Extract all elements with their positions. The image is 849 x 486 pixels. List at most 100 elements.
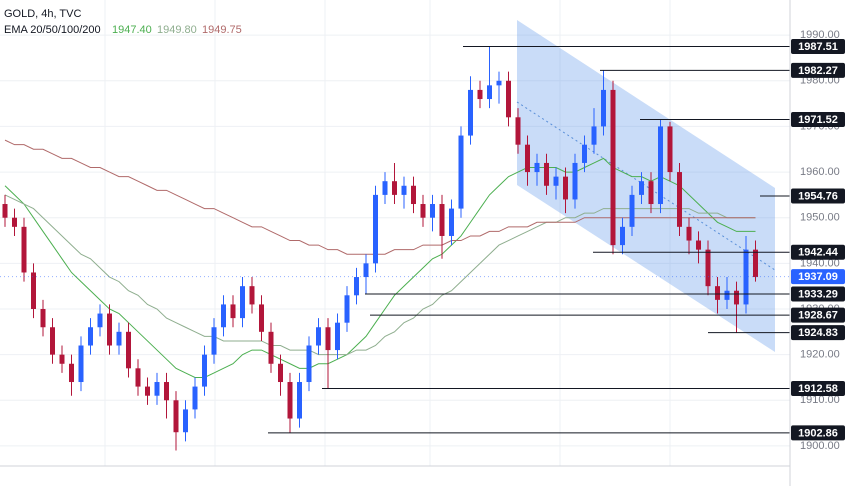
candle-body bbox=[667, 126, 673, 173]
candle-body bbox=[268, 331, 274, 364]
candle-body bbox=[107, 313, 112, 346]
candle-body bbox=[696, 240, 701, 250]
candle-body bbox=[173, 400, 179, 433]
candle-body bbox=[458, 135, 464, 209]
candle-body bbox=[582, 144, 587, 163]
candle-body bbox=[544, 162, 549, 186]
candle-body bbox=[59, 354, 65, 364]
candle-body bbox=[325, 327, 331, 351]
level-label: 1942.44 bbox=[798, 247, 839, 259]
candle-body bbox=[183, 409, 188, 433]
candle-body bbox=[31, 272, 36, 309]
candle-body bbox=[392, 181, 397, 195]
candle-body bbox=[278, 363, 283, 383]
candle-body bbox=[316, 327, 321, 346]
candle-body bbox=[230, 304, 236, 319]
candle-body bbox=[88, 327, 93, 346]
candle-body bbox=[154, 382, 160, 396]
last-price-label: 1937.09 bbox=[798, 271, 838, 283]
candle-body bbox=[705, 249, 711, 287]
candle-body bbox=[677, 172, 682, 227]
candle-body bbox=[468, 89, 473, 136]
candle-body bbox=[12, 217, 17, 227]
level-label-bg bbox=[791, 325, 845, 341]
level-label: 1954.76 bbox=[798, 190, 838, 202]
candle-body bbox=[287, 382, 293, 419]
candle-body bbox=[116, 331, 122, 346]
y-tick-label: 1900.00 bbox=[800, 440, 840, 452]
candle-body bbox=[534, 162, 540, 173]
candle-body bbox=[135, 368, 141, 387]
candle-body bbox=[420, 204, 426, 218]
candle-body bbox=[743, 249, 749, 305]
level-label-bg bbox=[791, 286, 845, 302]
level-label-bg bbox=[791, 111, 845, 127]
candle-body bbox=[69, 363, 74, 383]
y-tick-label: 1920.00 bbox=[800, 349, 840, 361]
candle-body bbox=[335, 322, 340, 351]
indicator-value: 1949.80 bbox=[157, 24, 197, 36]
candle-body bbox=[78, 345, 84, 383]
candle-body bbox=[648, 181, 654, 205]
candle-body bbox=[21, 226, 27, 273]
candle-body bbox=[553, 176, 559, 186]
candle-body bbox=[202, 354, 207, 387]
candle-body bbox=[240, 286, 245, 319]
channel-midline bbox=[516, 101, 776, 271]
candle-body bbox=[734, 290, 739, 305]
candle-body bbox=[126, 331, 131, 369]
level-label-bg bbox=[791, 188, 845, 204]
candle-body bbox=[591, 126, 597, 145]
candle-body bbox=[297, 382, 302, 419]
candle-body bbox=[97, 313, 103, 328]
candle-body bbox=[601, 89, 606, 127]
ema-line bbox=[4, 157, 756, 378]
candle-body bbox=[164, 382, 169, 401]
candle-body bbox=[145, 386, 150, 396]
candle-body bbox=[515, 117, 521, 145]
candle-body bbox=[2, 204, 8, 218]
level-label-bg bbox=[791, 39, 845, 55]
level-label: 1971.52 bbox=[798, 114, 838, 126]
candle-body bbox=[211, 327, 217, 355]
level-label-bg bbox=[791, 62, 845, 78]
candle-body bbox=[344, 295, 350, 323]
indicator-name: EMA 20/50/100/200 bbox=[4, 24, 101, 36]
candle-body bbox=[40, 308, 46, 328]
candle-body bbox=[354, 277, 359, 296]
level-label-bg bbox=[791, 425, 845, 441]
candle-body bbox=[724, 290, 730, 300]
level-label: 1928.67 bbox=[798, 309, 838, 321]
candle-body bbox=[753, 249, 758, 278]
level-label: 1987.51 bbox=[798, 41, 838, 53]
level-label: 1924.83 bbox=[798, 327, 838, 339]
candle-body bbox=[401, 185, 407, 195]
last-price-bg bbox=[791, 269, 845, 285]
candle-body bbox=[658, 126, 663, 205]
indicator-value: 1949.75 bbox=[202, 24, 242, 36]
symbol-title: GOLD, 4h, TVC bbox=[4, 8, 81, 20]
candle-body bbox=[363, 263, 369, 278]
candle-body bbox=[249, 286, 255, 305]
candle-body bbox=[382, 181, 388, 195]
candle-body bbox=[411, 185, 416, 205]
candle-body bbox=[525, 144, 530, 173]
candle-body bbox=[373, 194, 378, 264]
indicator-value: 1947.40 bbox=[112, 24, 152, 36]
y-tick-label: 1950.00 bbox=[800, 212, 840, 224]
candle-body bbox=[506, 80, 511, 118]
y-tick-label: 1940.00 bbox=[800, 257, 840, 269]
level-label-bg bbox=[791, 244, 845, 260]
candle-body bbox=[487, 85, 492, 100]
candle-body bbox=[477, 89, 483, 100]
level-label: 1902.86 bbox=[798, 427, 838, 439]
y-tick-label: 1910.00 bbox=[800, 394, 840, 406]
candle-body bbox=[715, 286, 720, 300]
candle-body bbox=[496, 80, 502, 86]
y-tick-label: 1960.00 bbox=[800, 166, 840, 178]
candle-body bbox=[563, 176, 568, 200]
candle-body bbox=[439, 204, 445, 236]
candle-body bbox=[629, 194, 635, 227]
candle-body bbox=[192, 386, 198, 410]
level-label: 1912.58 bbox=[798, 383, 838, 395]
